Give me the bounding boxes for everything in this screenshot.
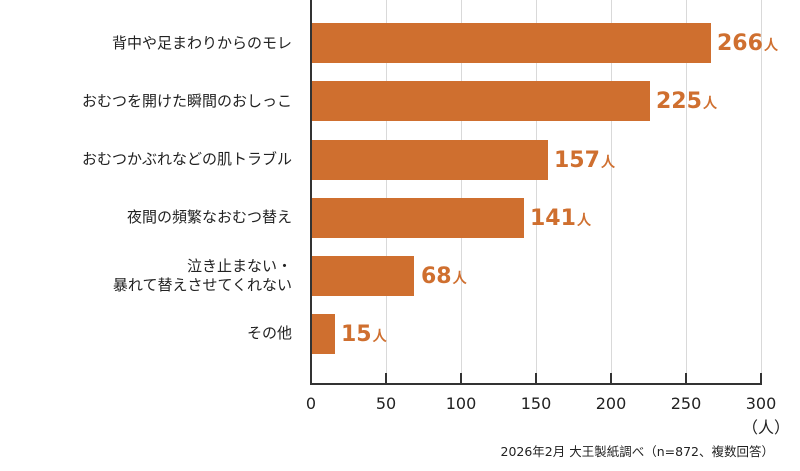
bar-1 [312, 23, 711, 63]
x-tick-label-150: 150 [520, 394, 552, 413]
x-tick-label-200: 200 [595, 394, 627, 413]
x-tick-300 [760, 373, 762, 384]
value-label-1: 266人 [717, 31, 778, 56]
category-label-4: 夜間の頻繁なおむつ替え [126, 208, 292, 226]
x-tick-label-300: 300 [745, 394, 777, 413]
category-label-2: おむつを開けた瞬間のおしっこ [81, 92, 292, 110]
bar-5 [312, 256, 414, 296]
category-label-5-line1: 泣き止まない・ [186, 257, 292, 275]
x-tick-label-250: 250 [670, 394, 702, 413]
source-note: 2026年2月 大王製紙調べ（n=872、複数回答） [500, 444, 775, 459]
category-label-5: 泣き止まない・ 暴れて替えさせてくれない [113, 257, 292, 295]
value-label-6: 15人 [341, 322, 387, 347]
value-label-5: 68人 [421, 264, 467, 289]
x-tick-50 [385, 373, 387, 384]
x-tick-150 [535, 373, 537, 384]
bar-3 [312, 140, 548, 180]
category-label-5-line2: 暴れて替えさせてくれない [112, 276, 292, 294]
x-tick-label-100: 100 [445, 394, 477, 413]
bar-2 [312, 81, 650, 121]
bar-6 [312, 314, 335, 354]
gridline-50 [386, 0, 387, 383]
x-tick-label-50: 50 [375, 394, 397, 413]
value-label-3: 157人 [554, 148, 615, 173]
category-label-1: 背中や足まわりからのモレ [111, 34, 292, 52]
category-label-6: その他 [246, 324, 292, 342]
x-tick-100 [460, 373, 462, 384]
x-tick-250 [685, 373, 687, 384]
x-axis-line [310, 383, 762, 385]
gridline-300 [761, 0, 762, 383]
bar-4 [312, 198, 524, 238]
y-axis-line [310, 0, 312, 385]
value-label-4: 141人 [530, 206, 591, 231]
x-tick-200 [610, 373, 612, 384]
x-axis-unit: （人） [742, 418, 791, 437]
gridline-100 [461, 0, 462, 383]
gridline-150 [536, 0, 537, 383]
category-label-3: おむつかぶれなどの肌トラブル [81, 150, 292, 168]
gridline-200 [611, 0, 612, 383]
x-tick-label-0: 0 [305, 394, 317, 413]
value-label-2: 225人 [656, 89, 717, 114]
gridline-250 [686, 0, 687, 383]
